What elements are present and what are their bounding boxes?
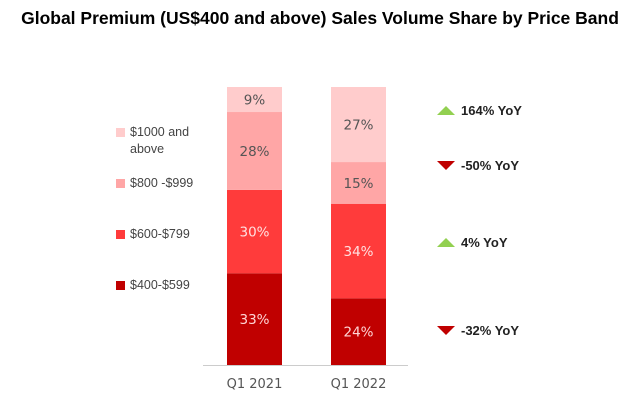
bar-segment: [331, 87, 386, 163]
legend-swatch: [116, 230, 125, 239]
annotation-label: -32% YoY: [461, 323, 520, 338]
data-label: 27%: [343, 118, 373, 134]
legend-label: $400-$599: [130, 278, 190, 292]
yoy-annotation: 4% YoY: [437, 235, 507, 250]
legend-swatch: [116, 128, 125, 137]
yoy-annotation: 164% YoY: [437, 103, 522, 118]
annotation-label: 164% YoY: [461, 103, 522, 118]
legend-label: $1000 and above: [130, 125, 190, 156]
legend-swatch: [116, 179, 125, 188]
bar-segment: [331, 203, 386, 299]
x-tick-label: Q1 2021: [227, 377, 283, 392]
legend-label: $600-$799: [130, 227, 190, 241]
bar-segment: [227, 189, 282, 274]
triangle-down-icon: [437, 161, 455, 170]
x-tick-label: Q1 2022: [331, 377, 387, 392]
data-label: 9%: [244, 93, 266, 109]
legend-item: $1000 and above: [116, 124, 210, 158]
chart-title: Global Premium (US$400 and above) Sales …: [21, 8, 619, 28]
data-label: 24%: [343, 325, 373, 341]
bar-segment: [331, 162, 386, 204]
triangle-up-icon: [437, 106, 455, 115]
annotation-label: -50% YoY: [461, 158, 520, 173]
data-label: 15%: [343, 176, 373, 192]
bar-segment: [227, 87, 282, 113]
data-label: 30%: [239, 225, 269, 241]
legend-item: $800 -$999: [116, 175, 210, 192]
legend-item: $600-$799: [116, 226, 210, 243]
bar-segment: [227, 112, 282, 190]
annotation-label: 4% YoY: [461, 235, 508, 250]
data-label: 28%: [239, 144, 269, 160]
legend-label: $800 -$999: [130, 176, 194, 190]
bar-segment: [331, 298, 386, 365]
triangle-up-icon: [437, 238, 455, 247]
bar-segment: [227, 273, 282, 365]
data-label: 33%: [239, 312, 269, 328]
yoy-annotation: -32% YoY: [437, 323, 519, 338]
yoy-annotation: -50% YoY: [437, 158, 519, 173]
triangle-down-icon: [437, 326, 455, 335]
legend-item: $400-$599: [116, 277, 210, 294]
legend-swatch: [116, 281, 125, 290]
data-label: 34%: [343, 244, 373, 260]
